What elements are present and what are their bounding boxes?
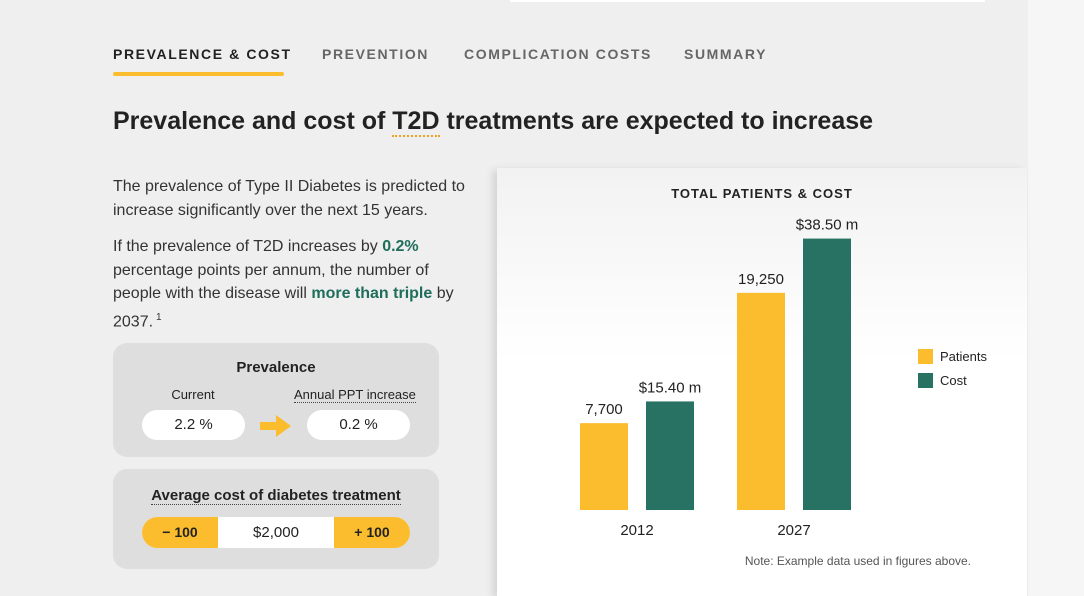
tab[interactable]: PREVALENCE & COST	[113, 46, 292, 62]
heading: Prevalence and cost of T2D treatments ar…	[113, 107, 874, 137]
side-strip	[1028, 0, 1084, 596]
cost-box: Average cost of diabetes treatment − 100…	[113, 469, 439, 569]
heading-part: Prevalence and cost of	[113, 107, 393, 135]
decrease-button[interactable]: − 100	[142, 517, 218, 548]
bar	[646, 401, 694, 510]
footnote[interactable]: 1	[156, 311, 162, 323]
label: Annual PPT increase	[294, 387, 416, 403]
arrow	[260, 415, 291, 437]
legend-swatch	[918, 373, 933, 388]
highlight: 0.2%	[382, 238, 419, 255]
paragraph: If the prevalence of T2D increases by 0.…	[113, 235, 463, 333]
note: Note: Example data used in figures above…	[745, 554, 971, 568]
increase-button[interactable]: + 100	[334, 517, 410, 548]
chart: TOTAL PATIENTS & COST Note: Example data…	[580, 186, 987, 568]
data-label: $15.40 m	[639, 379, 702, 396]
bar	[580, 423, 628, 510]
tab[interactable]: PREVENTION	[322, 46, 430, 62]
text: by 2037.	[113, 285, 454, 330]
prevalence-box: Prevalence Current Annual PPT increase 2…	[113, 343, 439, 457]
tab[interactable]: COMPLICATION COSTS	[464, 46, 652, 62]
legend-label: Cost	[940, 373, 967, 388]
x-tick-label: 2012	[620, 522, 653, 539]
x-tick-label: 2027	[777, 522, 810, 539]
top-bar	[510, 0, 985, 2]
arrow-shape	[260, 415, 291, 437]
box-title-text: Average cost of diabetes treatment	[151, 487, 401, 505]
data-label: 7,700	[585, 401, 623, 418]
bar	[737, 292, 785, 510]
input[interactable]: 0.2 %	[307, 410, 410, 440]
input[interactable]: 2.2 %	[142, 410, 245, 440]
stepper: − 100 $2,000 + 100	[142, 517, 410, 548]
bar	[803, 238, 851, 510]
cost-value[interactable]: $2,000	[253, 524, 299, 541]
tab[interactable]: SUMMARY	[684, 46, 768, 62]
box-title: Average cost of diabetes treatment	[113, 487, 439, 505]
label: Current	[171, 387, 215, 402]
chart-title: TOTAL PATIENTS & COST	[671, 186, 853, 201]
term[interactable]: T2D	[392, 107, 440, 137]
data-label: 19,250	[738, 271, 784, 288]
heading-part: treatments are expected to increase	[439, 107, 874, 135]
data-label: $38.50 m	[796, 217, 859, 234]
legend-label: Patients	[940, 349, 987, 364]
highlight: more than triple	[311, 285, 433, 302]
legend-swatch	[918, 349, 933, 364]
box-title: Prevalence	[236, 359, 316, 376]
text: percentage points per annum, the number …	[113, 261, 429, 303]
intro: The prevalence of Type II Diabetes is pr…	[113, 178, 465, 219]
text: If the prevalence of T2D increases by	[113, 238, 383, 255]
tab-underline	[113, 72, 284, 76]
